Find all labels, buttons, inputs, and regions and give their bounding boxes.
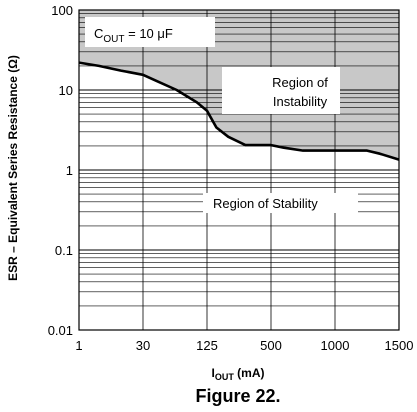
x-axis-label: IOUT (mA) <box>211 366 264 382</box>
x-tick-label: 500 <box>260 338 282 353</box>
figure-caption: Figure 22. <box>195 386 280 406</box>
x-tick-label: 30 <box>136 338 150 353</box>
x-tick-label: 125 <box>196 338 218 353</box>
instability-label-line2: Instability <box>273 94 328 109</box>
stability-boundary-curve <box>78 61 400 161</box>
cout-label-box <box>85 17 215 47</box>
cout-label: COUT = 10 μF <box>94 26 173 45</box>
x-tick-label: 1000 <box>321 338 350 353</box>
y-tick-labels: 100 10 1 0.1 0.01 <box>48 3 73 338</box>
x-tick-label: 1 <box>75 338 82 353</box>
y-axis-label: ESR – Equivalent Series Resistance (Ω) <box>6 55 20 281</box>
instability-label-line1: Region of <box>272 75 328 90</box>
stability-label: Region of Stability <box>213 196 318 211</box>
y-tick-label: 1 <box>66 163 73 178</box>
x-tick-label: 1500 <box>385 338 414 353</box>
y-tick-label: 0.01 <box>48 323 73 338</box>
plot-frame <box>78 9 400 331</box>
y-tick-label: 10 <box>59 83 73 98</box>
instability-label-box <box>222 67 340 114</box>
y-tick-label: 0.1 <box>55 243 73 258</box>
y-tick-label: 100 <box>51 3 73 18</box>
x-tick-labels: 1 30 125 500 1000 1500 <box>75 338 413 353</box>
esr-boundary-line <box>78 61 400 161</box>
stability-label-box <box>203 193 358 213</box>
